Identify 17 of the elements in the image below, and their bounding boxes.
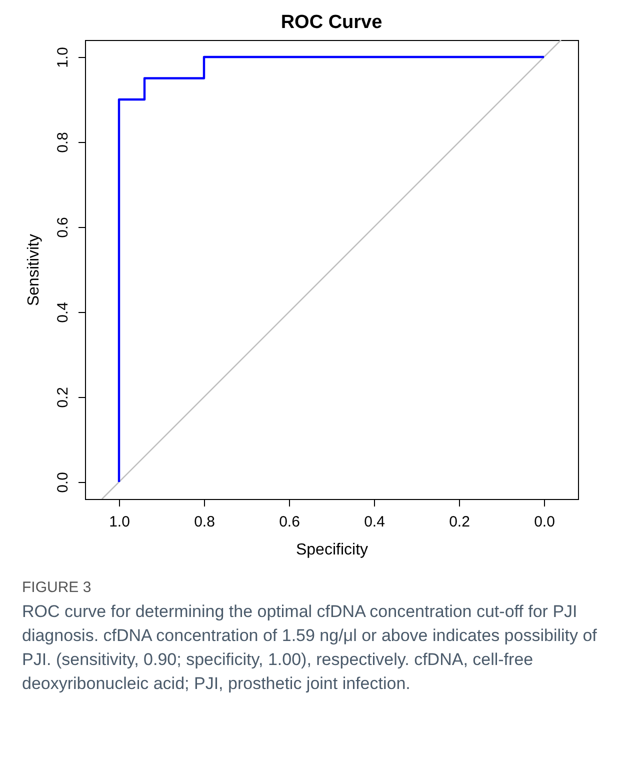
y-axis-title: Sensitivity [26,234,42,306]
x-tick-label: 0.6 [279,514,300,530]
y-tick-label: 0.8 [54,132,72,153]
x-tick-label: 0.0 [534,514,555,530]
caption: FIGURE 3 [22,578,92,598]
y-tick-label: 1.0 [54,47,72,68]
y-tick-label: 0.0 [54,472,72,493]
text: ROC curve for determining the optimal cfDNA concentration cut-off for PJI diagnosis. cfDNA concentration of 1.59 ng/μl or above indicates possibility of PJI. (sensitivity, 0.90; specificity, 1.00), respectively. cfDNA, cell-free deoxyribonucleic acid; PJI, prosthetic joint infection. [22,601,598,695]
y-tick-label: 0.2 [54,387,72,408]
x-tick-label: 0.4 [364,514,385,530]
x-tick-label: 0.8 [194,514,215,530]
y-tick-label: 0.6 [54,217,72,238]
x-axis-title: Specificity [296,542,368,558]
x-tick-label: 1.0 [109,514,130,530]
y-tick-label: 0.4 [54,302,72,323]
chart-title: ROC Curve [280,12,382,33]
x-tick-label: 0.2 [449,514,470,530]
